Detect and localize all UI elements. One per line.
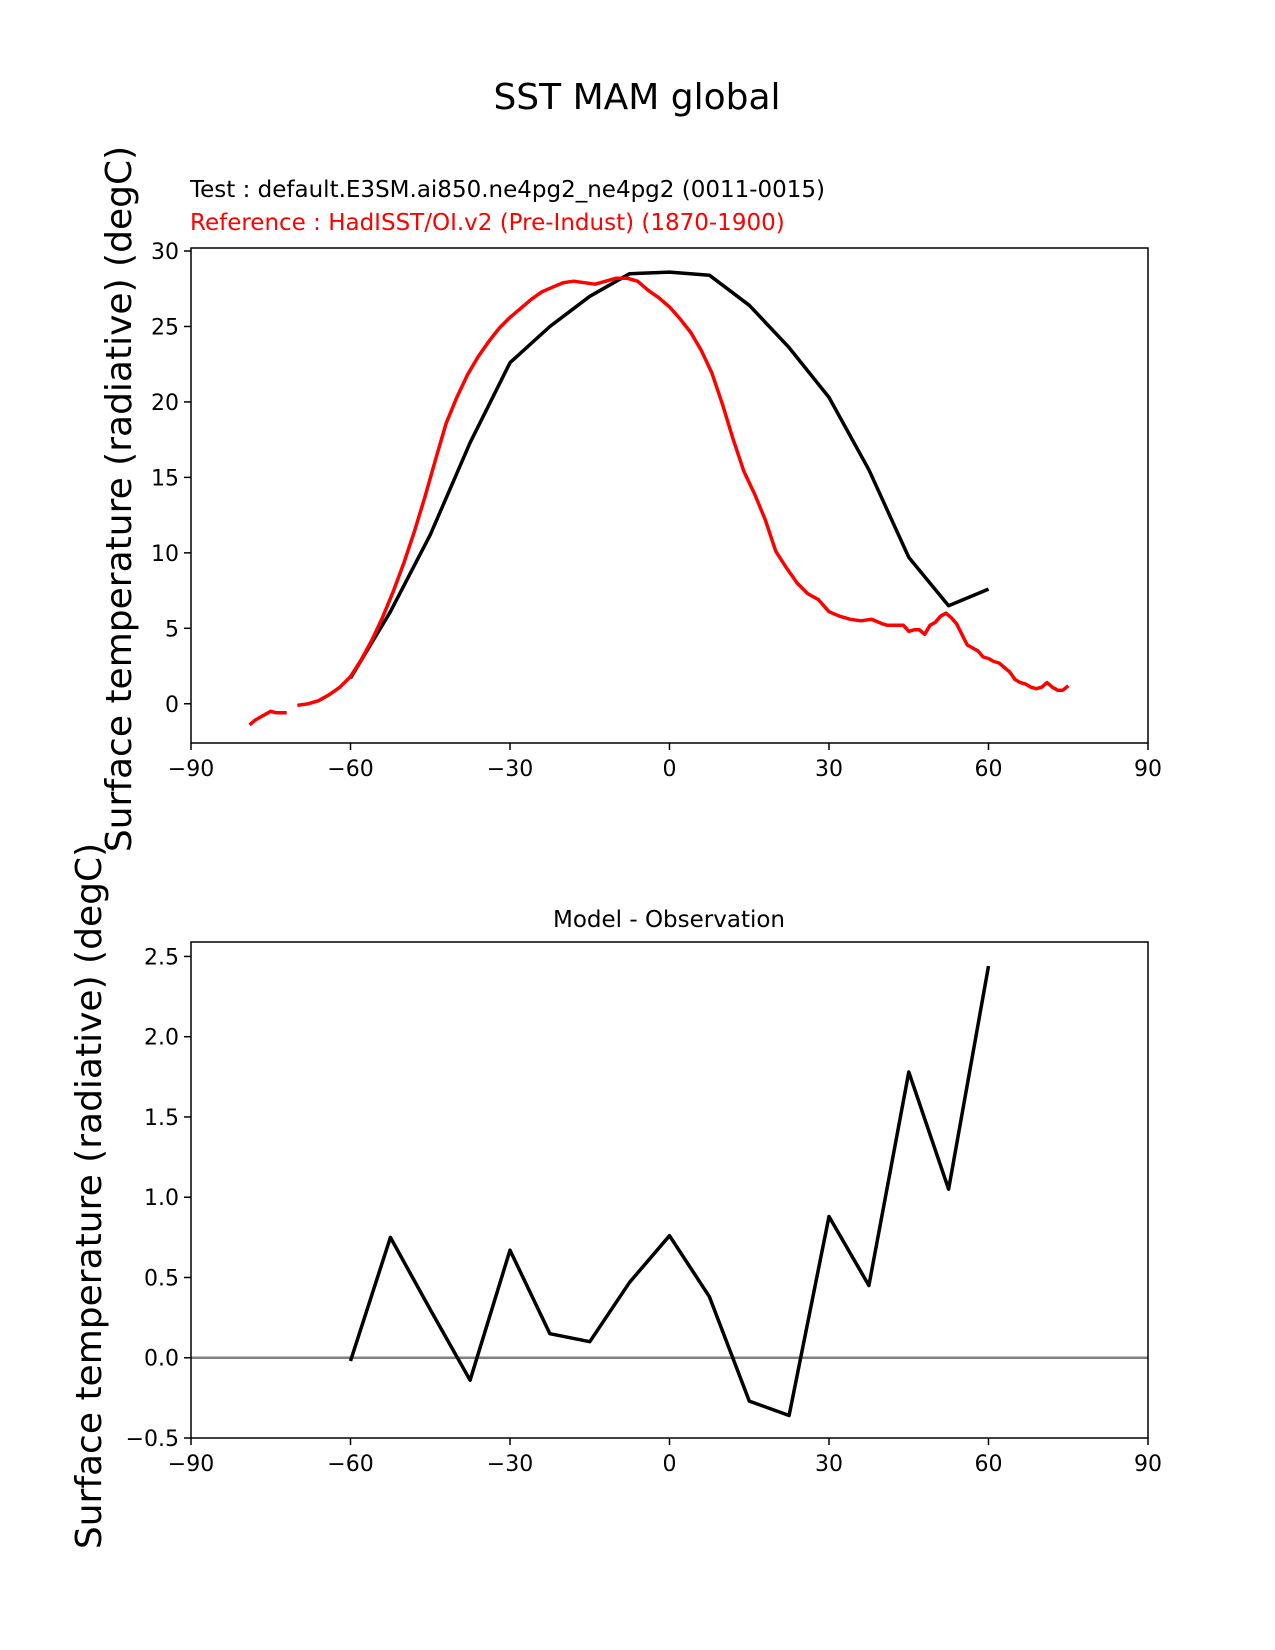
top-x-tick-label: −90: [168, 757, 214, 782]
bottom-x-tick-label: 60: [975, 1452, 1003, 1477]
reference-series-line: [297, 276, 1070, 708]
bottom-y-tick-label: 0.0: [144, 1347, 179, 1372]
bottom-x-tick-label: −60: [327, 1452, 373, 1477]
top-x-tick-label: 60: [975, 757, 1003, 782]
difference-series-line: [348, 965, 991, 1418]
top-y-tick-label: 15: [151, 466, 179, 491]
bottom-panel: Model - Observation Surface temperature …: [69, 843, 1162, 1549]
bottom-y-axis-label: Surface temperature (radiative) (degC): [69, 843, 110, 1549]
bottom-y-tick-label: −0.5: [126, 1427, 179, 1452]
top-y-tick-label: 0: [165, 693, 179, 718]
bottom-plot-frame: [190, 941, 1149, 1439]
top-x-tick-label: 0: [663, 757, 677, 782]
top-y-tick-label: 25: [151, 315, 179, 340]
top-x-tick-label: 90: [1134, 757, 1162, 782]
top-plot-frame: [190, 247, 1149, 744]
bottom-y-tick-label: 1.0: [144, 1186, 179, 1211]
suptitle: SST MAM global: [493, 77, 780, 118]
top-y-tick-label: 10: [151, 542, 179, 567]
top-x-tick-label: −60: [327, 757, 373, 782]
top-x-tick-label: −30: [487, 757, 533, 782]
bottom-title: Model - Observation: [553, 907, 785, 933]
top-x-tick-label: 30: [815, 757, 843, 782]
top-y-axis-label: Surface temperature (radiative) (degC): [99, 146, 140, 852]
reference-series-line: [248, 709, 287, 727]
top-y-tick-label: 5: [165, 617, 179, 642]
top-plot-area: −90 −60 −30 0 30 60 90 0 5 10 15 20 25 30: [151, 240, 1162, 782]
bottom-y-tick-label: 2.0: [144, 1026, 179, 1051]
bottom-plot-area: −90 −60 −30 0 30 60 90 −0.5 0.0 0.5 1.0 1.5 2.0 2.5: [126, 945, 1162, 1477]
reference-label: Reference : HadISST/OI.v2 (Pre-Indust) (…: [190, 210, 785, 236]
test-series-line: [348, 270, 990, 680]
bottom-y-tick-label: 2.5: [144, 945, 179, 970]
test-label: Test : default.E3SM.ai850.ne4pg2_ne4pg2 …: [189, 177, 825, 203]
bottom-x-tick-label: −90: [168, 1452, 214, 1477]
bottom-x-tick-label: 90: [1134, 1452, 1162, 1477]
bottom-y-tick-label: 0.5: [144, 1266, 179, 1291]
bottom-x-tick-label: 30: [815, 1452, 843, 1477]
top-y-tick-label: 30: [151, 240, 179, 265]
bottom-y-tick-label: 1.5: [144, 1106, 179, 1131]
top-y-tick-label: 20: [151, 391, 179, 416]
bottom-x-tick-label: −30: [487, 1452, 533, 1477]
bottom-x-tick-label: 0: [663, 1452, 677, 1477]
top-panel: Test : default.E3SM.ai850.ne4pg2_ne4pg2 …: [99, 146, 1162, 852]
